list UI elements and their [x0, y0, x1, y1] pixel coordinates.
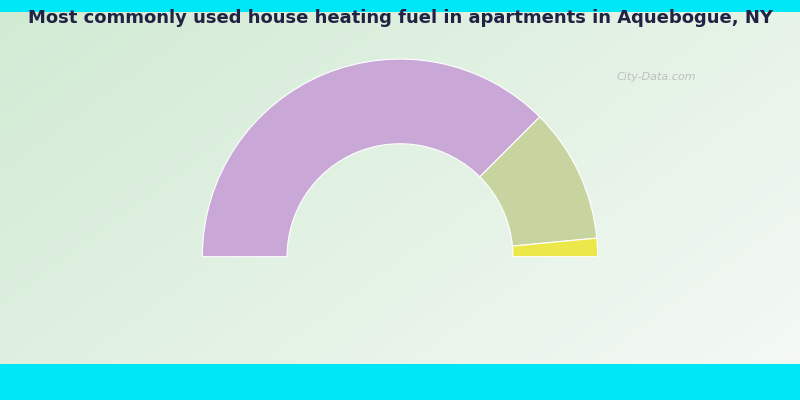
Wedge shape: [202, 59, 540, 257]
Text: City-Data.com: City-Data.com: [617, 72, 696, 82]
Wedge shape: [480, 117, 597, 246]
Wedge shape: [513, 238, 598, 257]
Text: Most commonly used house heating fuel in apartments in Aquebogue, NY: Most commonly used house heating fuel in…: [27, 9, 773, 27]
